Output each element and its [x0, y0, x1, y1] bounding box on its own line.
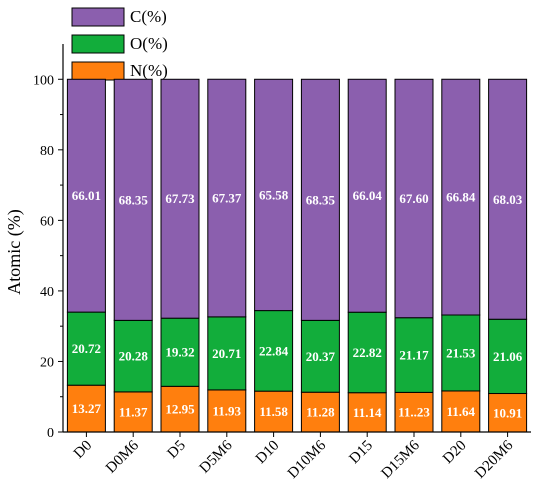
- bar-segment-D5M6-n: [207, 389, 247, 433]
- x-tick-label-D15: D15: [346, 438, 376, 468]
- bar-segment-D15-c: [347, 78, 387, 313]
- data-label-D20M6-c: 68.03: [493, 192, 523, 207]
- data-label-D15-n: 11.14: [353, 405, 382, 420]
- legend: C(%) O(%) N(%): [71, 7, 168, 81]
- y-tick-label: 100: [33, 73, 54, 88]
- data-label-D0-n: 13.27: [72, 401, 102, 416]
- data-label-D10M6-c: 68.35: [306, 192, 336, 207]
- y-tick-label: 40: [40, 285, 54, 300]
- bar-segment-D10-c: [254, 78, 294, 312]
- bar-segment-D15-o: [347, 311, 387, 394]
- data-label-D20-o: 21.53: [446, 345, 476, 360]
- data-label-D0M6-o: 20.28: [119, 349, 149, 364]
- x-tick-label-D20M6: D20M6: [472, 437, 517, 482]
- bar-segment-D20M6-n: [488, 393, 528, 433]
- x-tick-label-D0: D0: [71, 438, 95, 462]
- x-tick-label-D10M6: D10M6: [285, 437, 330, 482]
- bar-segment-D0-c: [66, 78, 106, 313]
- data-label-D20-n: 11.64: [447, 404, 476, 419]
- data-label-D5-c: 67.73: [165, 191, 195, 206]
- y-tick-label: 0: [47, 426, 54, 441]
- legend-label-c: C(%): [130, 7, 167, 26]
- x-tick-label-D0M6: D0M6: [103, 437, 142, 476]
- x-tick-label-D15M6: D15M6: [379, 437, 424, 482]
- data-label-D15M6-n: 11..23: [398, 405, 430, 420]
- legend-label-n: N(%): [130, 61, 168, 80]
- bar-segment-D20-c: [441, 78, 481, 316]
- data-label-D5M6-o: 20.71: [212, 346, 241, 361]
- bar-segment-D0-o: [66, 311, 106, 386]
- data-label-D15-c: 66.04: [353, 188, 383, 203]
- bar-segment-D15M6-o: [394, 317, 434, 393]
- data-labels-group: 13.27 20.72 66.01 11.37 20.28 68.35 12.95 19.32…: [72, 187, 523, 420]
- data-label-D20-c: 66.84: [446, 190, 476, 205]
- x-tick-label-D20: D20: [440, 438, 470, 468]
- y-tick-label: 60: [40, 214, 54, 229]
- bar-segment-D5-o: [160, 317, 200, 387]
- data-label-D5M6-c: 67.37: [212, 191, 242, 206]
- bar-segment-D0M6-n: [113, 391, 153, 433]
- bar-segment-D10M6-o: [300, 319, 340, 393]
- bar-segment-D0M6-c: [113, 78, 153, 321]
- bar-segment-D20M6-o: [488, 318, 528, 395]
- y-axis-title: Atomic (%): [4, 209, 25, 294]
- bar-segment-D15M6-c: [394, 78, 434, 319]
- data-label-D0M6-n: 11.37: [119, 404, 148, 419]
- bar-segment-D15-n: [347, 392, 387, 433]
- data-label-D5-o: 19.32: [165, 345, 194, 360]
- data-label-D15M6-o: 21.17: [399, 348, 429, 363]
- legend-label-o: O(%): [130, 34, 168, 53]
- x-tick-label-D5: D5: [165, 438, 189, 462]
- bar-segment-D20-o: [441, 314, 481, 392]
- bar-segment-D10M6-c: [300, 78, 340, 321]
- data-label-D15-o: 22.82: [353, 345, 382, 360]
- legend-swatch-c: [71, 7, 125, 27]
- bar-segment-D0-n: [66, 384, 106, 433]
- bar-segment-D20M6-c: [488, 78, 528, 320]
- bar-segment-D10M6-n: [300, 391, 340, 433]
- legend-swatch-o: [71, 34, 125, 54]
- data-label-D10-n: 11.58: [259, 404, 288, 419]
- bar-segment-D5M6-o: [207, 316, 247, 391]
- data-label-D0-c: 66.01: [72, 188, 101, 203]
- data-label-D0M6-c: 68.35: [119, 192, 149, 207]
- data-label-D10-o: 22.84: [259, 343, 289, 358]
- data-label-D15M6-c: 67.60: [399, 191, 428, 206]
- bar-segment-D5M6-c: [207, 78, 247, 318]
- bar-segment-D5-c: [160, 78, 200, 319]
- x-tick-label-D10: D10: [253, 438, 283, 468]
- data-label-D20M6-o: 21.06: [493, 349, 523, 364]
- x-tick-label-D5M6: D5M6: [197, 437, 236, 476]
- data-label-D10M6-o: 20.37: [306, 349, 336, 364]
- bars-group: [66, 78, 528, 433]
- data-label-D5-n: 12.95: [165, 402, 195, 417]
- y-tick-label: 20: [40, 355, 54, 370]
- legend-swatch-n: [71, 61, 125, 81]
- data-label-D20M6-n: 10.91: [493, 405, 522, 420]
- y-tick-label: 80: [40, 144, 54, 159]
- bar-segment-D0M6-o: [113, 319, 153, 393]
- data-label-D10-c: 65.58: [259, 187, 289, 202]
- data-label-D0-o: 20.72: [72, 341, 101, 356]
- data-label-D10M6-n: 11.28: [306, 405, 335, 420]
- data-label-D5M6-n: 11.93: [213, 403, 242, 418]
